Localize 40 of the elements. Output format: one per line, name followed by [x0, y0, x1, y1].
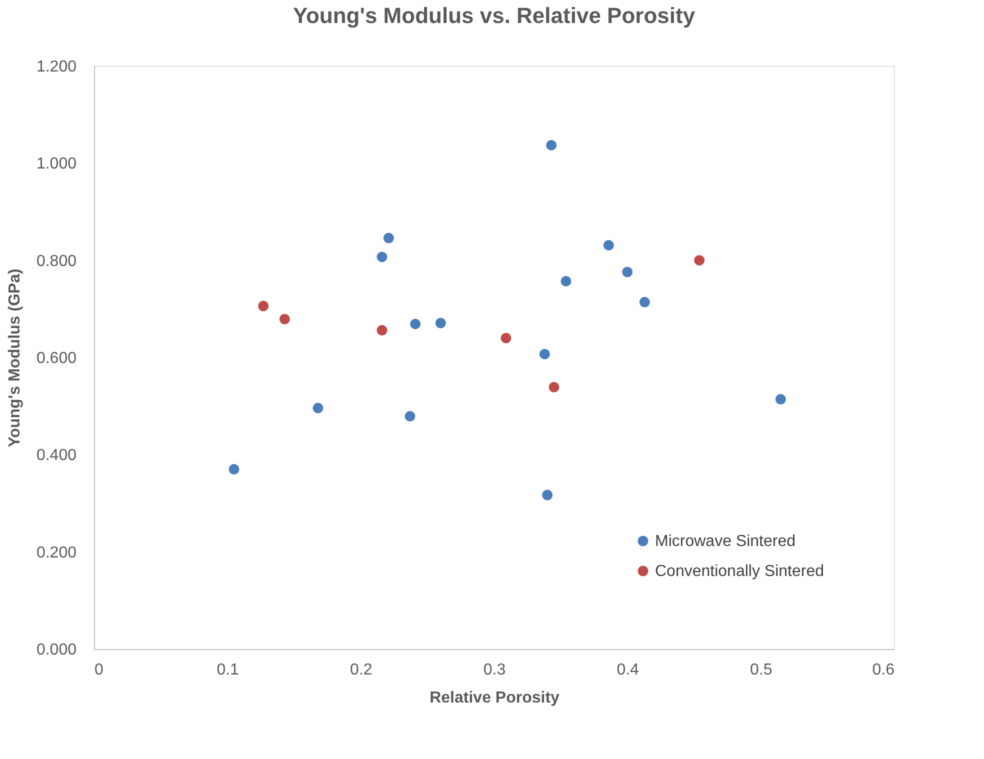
point [603, 240, 614, 251]
y-axis-title: Young's Modulus (GPa) [6, 268, 24, 448]
x-axis-title: Relative Porosity [430, 690, 560, 706]
y-tick-label: 0.800 [36, 252, 77, 270]
x-tick-label: 0.5 [750, 662, 772, 678]
point [258, 300, 269, 312]
y-tick-label: 0.000 [36, 642, 77, 658]
x-tick-label: 0.3 [483, 662, 506, 678]
chart-title: Young's Modulus vs. Relative Porosity [292, 3, 696, 28]
point [639, 296, 650, 308]
point [622, 266, 633, 278]
point [376, 325, 388, 336]
point [539, 348, 550, 360]
point [542, 490, 553, 500]
point [279, 314, 290, 324]
point [500, 332, 512, 344]
point [775, 394, 786, 405]
x-tick-label: 0.2 [350, 662, 372, 678]
point [546, 140, 557, 150]
x-tick-label: 0.6 [872, 662, 895, 678]
y-tick-label: 0.200 [36, 544, 77, 562]
point [228, 464, 240, 474]
point [312, 402, 324, 414]
point [376, 252, 388, 262]
point [383, 232, 394, 244]
x-tick-label: 0.4 [616, 662, 640, 678]
y-tick-label: 0.400 [36, 447, 77, 464]
point [404, 411, 416, 422]
legend-label: Conventionally Sintered [655, 563, 824, 580]
y-tick-label: 1.200 [36, 58, 77, 76]
point [410, 318, 421, 330]
x-tick-label: 0 [94, 662, 104, 678]
point [548, 382, 560, 392]
y-tick-label: 1.000 [36, 156, 77, 173]
point [560, 276, 572, 286]
y-tick-label: 0.600 [36, 350, 77, 367]
point [435, 318, 446, 328]
point [694, 255, 705, 266]
x-tick-label: 0.1 [216, 662, 240, 678]
legend-label: Microwave Sintered [655, 533, 796, 550]
